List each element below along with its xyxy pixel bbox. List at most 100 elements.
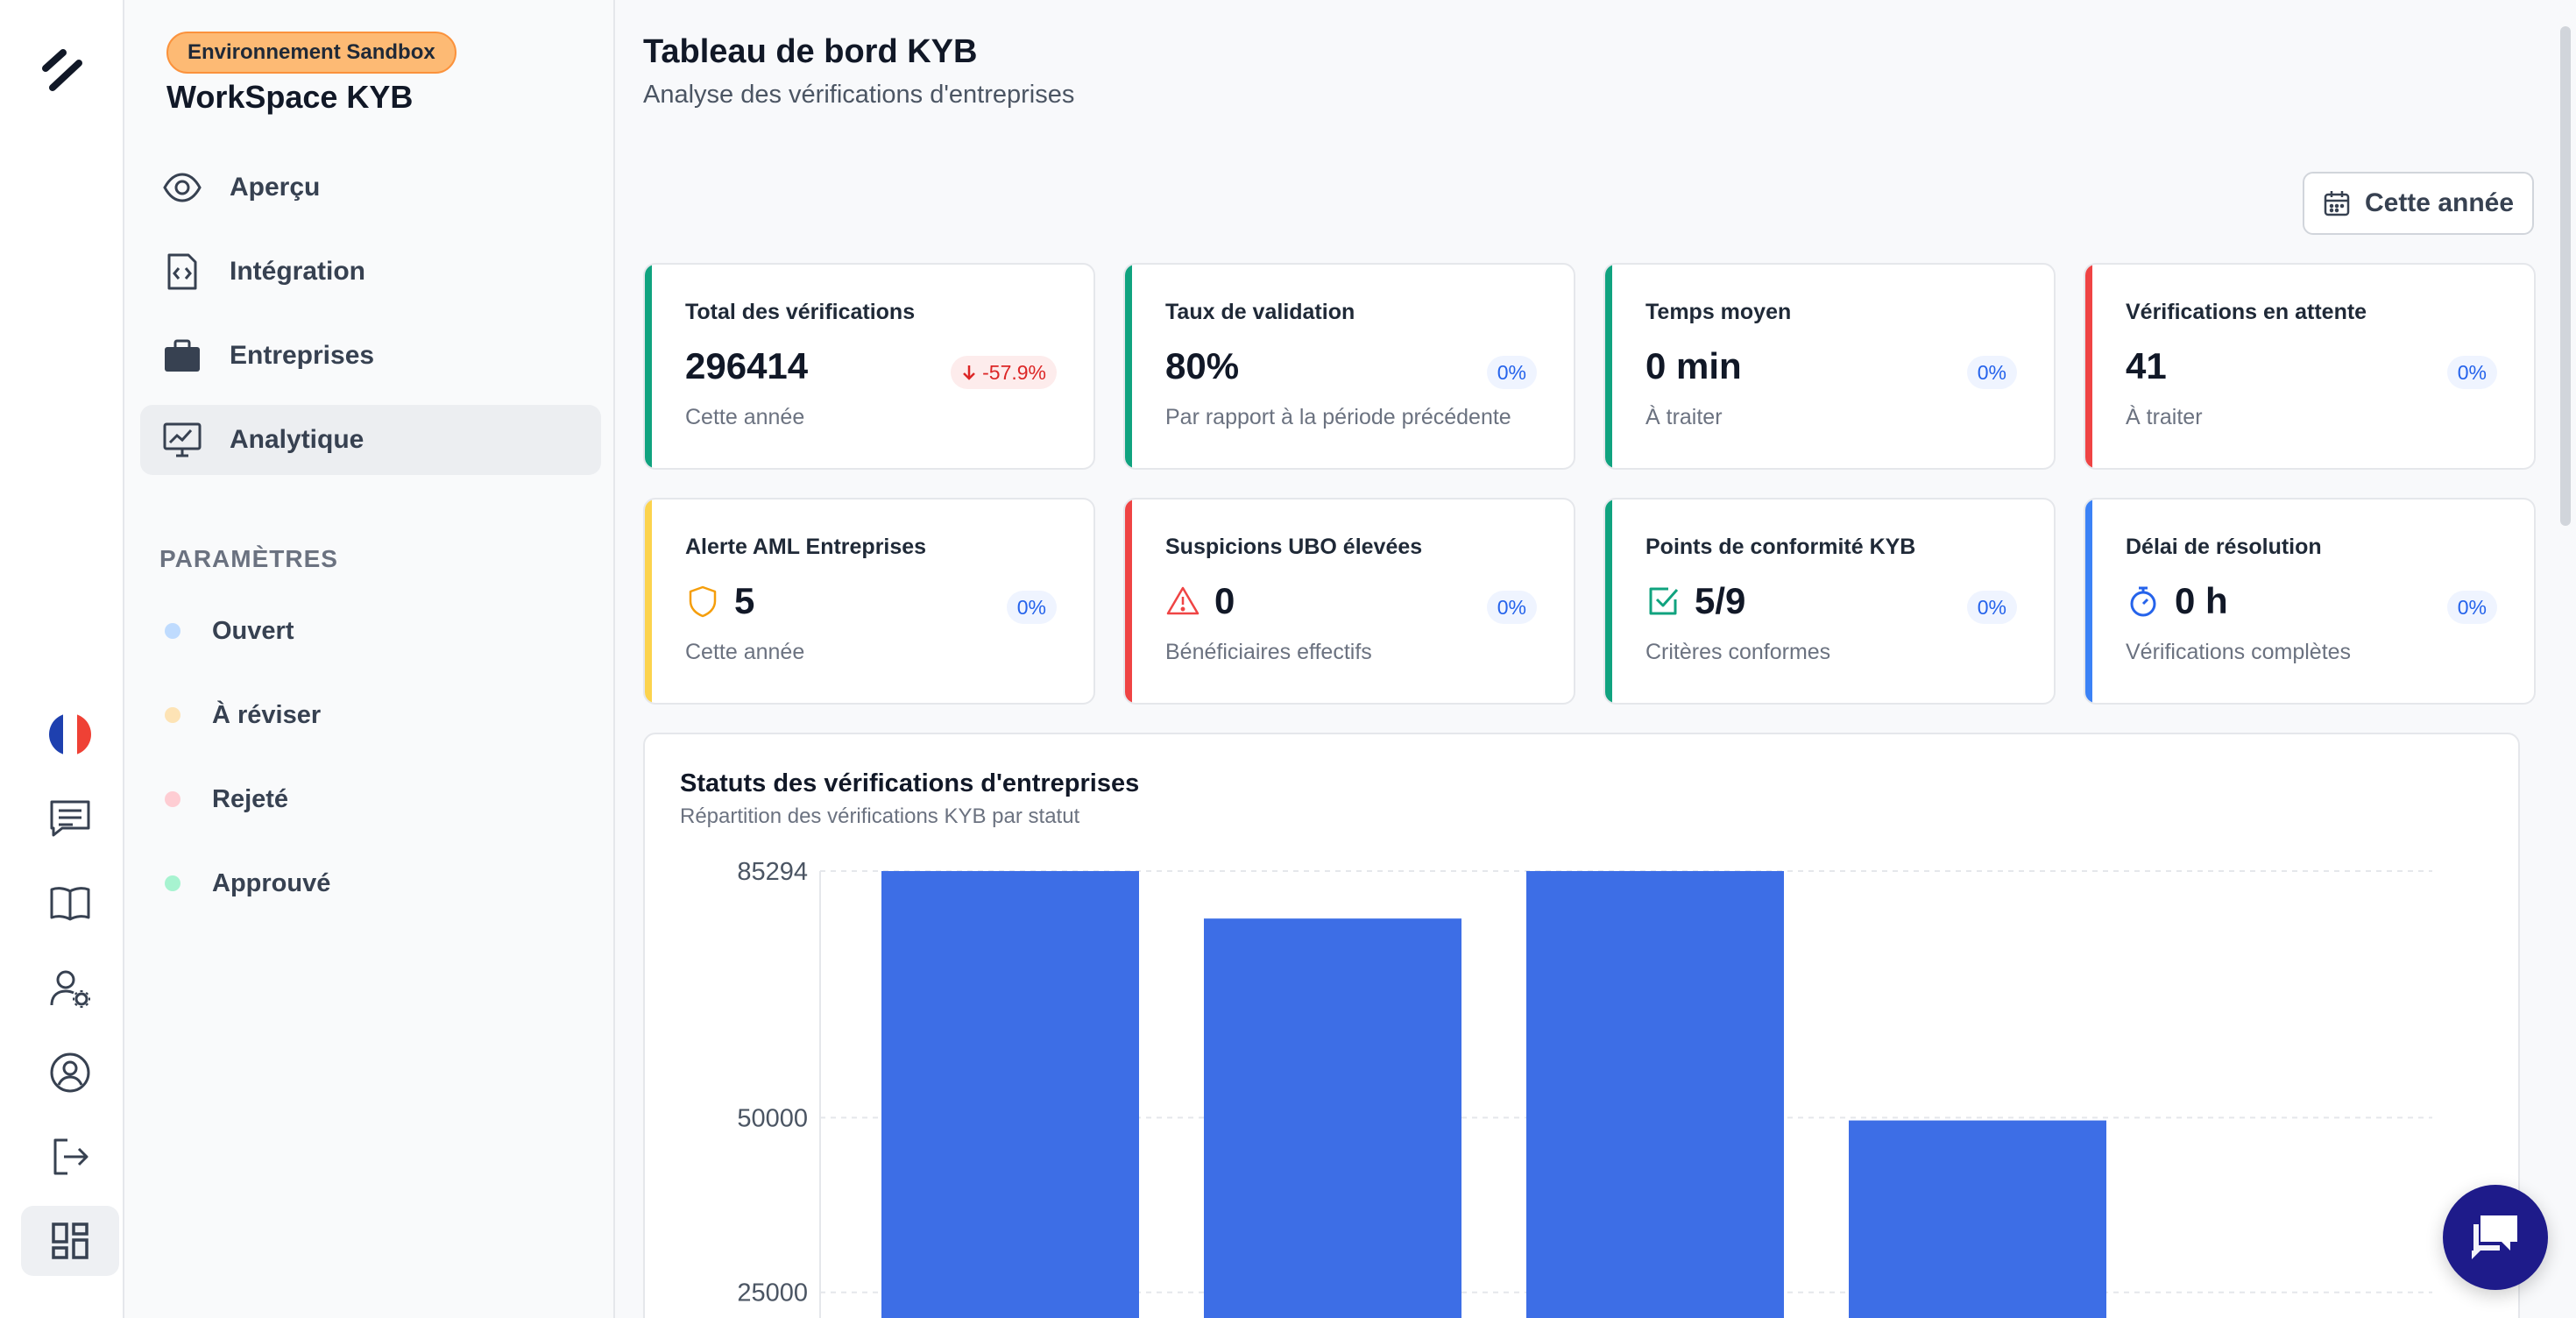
chart-bar[interactable]: [1849, 1120, 2106, 1318]
card-subtitle: Critères conformes: [1645, 640, 1831, 664]
card-subtitle: Cette année: [685, 640, 805, 664]
logout-icon: [53, 1138, 88, 1175]
profile-button[interactable]: [21, 1038, 119, 1108]
chart-title: Statuts des vérifications d'entreprises: [680, 769, 1140, 797]
nav-label: Intégration: [230, 257, 365, 286]
status-dot: [165, 791, 180, 807]
period-selector-button[interactable]: Cette année: [2303, 172, 2534, 235]
kpi-card-delai-resolution: Délai de résolution 0 h Vérifications co…: [2084, 498, 2536, 705]
briefcase-icon: [161, 335, 203, 377]
trend-badge: 0%: [1486, 591, 1537, 624]
user-settings-icon: [50, 970, 90, 1008]
card-subtitle: Bénéficiaires effectifs: [1165, 640, 1372, 664]
card-subtitle: Vérifications complètes: [2126, 640, 2352, 664]
check-square-icon: [1649, 587, 1679, 615]
chat-button[interactable]: [21, 783, 119, 854]
nav-label: Entreprises: [230, 341, 375, 370]
card-accent: [1605, 500, 1612, 703]
dashboard-button[interactable]: [21, 1206, 119, 1276]
kpi-card-verifications-attente: Vérifications en attente 41 À traiter 0%: [2084, 263, 2536, 470]
main-content: Tableau de bord KYB Analyse des vérifica…: [617, 0, 2558, 1318]
trend-badge: 0%: [2446, 356, 2497, 389]
kpi-card-taux-validation: Taux de validation 80% Par rapport à la …: [1123, 263, 1575, 470]
card-value: 296414: [685, 345, 809, 386]
kpi-card-alerte-aml: Alerte AML Entreprises 5 Cette année 0%: [643, 498, 1095, 705]
status-dot: [165, 875, 180, 891]
trend-badge: -57.9%: [951, 356, 1057, 389]
code-file-icon: [161, 251, 203, 293]
kpi-card-suspicions-ubo: Suspicions UBO élevées 0 Bénéficiaires e…: [1123, 498, 1575, 705]
shield-icon: [689, 585, 717, 618]
card-value: 5: [734, 580, 755, 621]
chart-bar[interactable]: [1204, 918, 1461, 1318]
scrollbar[interactable]: [2560, 26, 2571, 526]
card-accent: [1125, 265, 1132, 468]
status-label: Ouvert: [212, 616, 294, 645]
status-item-approuve[interactable]: Approuvé: [165, 857, 330, 910]
card-value: 41: [2126, 345, 2167, 386]
status-label: À réviser: [212, 700, 322, 729]
warning-icon: [1166, 586, 1200, 615]
user-circle-icon: [50, 1052, 90, 1093]
nav-item-entreprises[interactable]: Entreprises: [140, 321, 601, 391]
docs-button[interactable]: [21, 868, 119, 938]
sandbox-badge: Environnement Sandbox: [166, 32, 456, 74]
card-accent: [2085, 500, 2092, 703]
section-title-parametres: PARAMÈTRES: [159, 545, 338, 572]
kpi-card-conformite: Points de conformité KYB 5/9 Critères co…: [1603, 498, 2056, 705]
status-dot: [165, 707, 180, 723]
card-title: Total des vérifications: [685, 300, 916, 324]
card-subtitle: Cette année: [685, 405, 805, 429]
chart-bar[interactable]: [881, 871, 1139, 1318]
status-item-a-reviser[interactable]: À réviser: [165, 689, 321, 741]
page-title: Tableau de bord KYB: [643, 33, 978, 70]
status-item-rejete[interactable]: Rejeté: [165, 773, 288, 826]
y-tick-label: 25000: [737, 1279, 808, 1307]
nav-label: Analytique: [230, 425, 364, 454]
nav-item-integration[interactable]: Intégration: [140, 237, 601, 307]
y-tick-label: 50000: [737, 1104, 808, 1132]
card-subtitle: Par rapport à la période précédente: [1165, 405, 1511, 429]
arrow-down-icon: [963, 365, 976, 380]
language-button[interactable]: [21, 699, 119, 769]
kpi-card-total-verifications: Total des vérifications 296414 Cette ann…: [643, 263, 1095, 470]
status-label: Approuvé: [212, 868, 331, 897]
y-tick-label: 85294: [737, 858, 808, 886]
card-value: 5/9: [1695, 580, 1746, 621]
card-subtitle: À traiter: [1645, 405, 1723, 429]
logout-button[interactable]: [21, 1122, 119, 1192]
period-label: Cette année: [2364, 188, 2515, 217]
chart-subtitle: Répartition des vérifications KYB par st…: [680, 804, 1080, 828]
card-title: Temps moyen: [1645, 300, 1792, 324]
nav-item-apercu[interactable]: Aperçu: [140, 152, 601, 223]
icon-rail: [0, 0, 124, 1318]
trend-badge: 0%: [1486, 356, 1537, 389]
logo-icon[interactable]: [40, 49, 84, 93]
status-item-ouvert[interactable]: Ouvert: [165, 605, 294, 657]
card-title: Taux de validation: [1165, 300, 1355, 324]
card-title: Alerte AML Entreprises: [685, 535, 927, 559]
trend-badge: 0%: [1966, 591, 2017, 624]
sidebar: Environnement Sandbox WorkSpace KYB Aper…: [124, 0, 615, 1318]
bar-chart: 85294 50000 25000: [737, 858, 2432, 1318]
page-subtitle: Analyse des vérifications d'entreprises: [643, 81, 1075, 109]
card-value: 0: [1214, 580, 1235, 621]
dashboard-icon: [52, 1222, 88, 1259]
user-settings-button[interactable]: [21, 953, 119, 1024]
chat-icon: [50, 800, 90, 837]
chat-widget-button[interactable]: [2443, 1185, 2548, 1290]
nav-item-analytique[interactable]: Analytique: [140, 405, 601, 475]
card-title: Vérifications en attente: [2126, 300, 2367, 324]
card-title: Suspicions UBO élevées: [1165, 535, 1423, 559]
card-value: 0 h: [2175, 580, 2228, 621]
eye-icon: [161, 167, 203, 209]
chart-bar[interactable]: [1526, 871, 1784, 1318]
card-value: 80%: [1165, 345, 1240, 386]
chat-bubble-icon: [2472, 1215, 2517, 1259]
french-flag-icon: [49, 713, 91, 755]
status-chart-card: Statuts des vérifications d'entreprises …: [643, 733, 2520, 1318]
workspace-title: WorkSpace KYB: [166, 79, 414, 115]
card-accent: [645, 500, 652, 703]
card-subtitle: À traiter: [2126, 405, 2203, 429]
card-accent: [1605, 265, 1612, 468]
